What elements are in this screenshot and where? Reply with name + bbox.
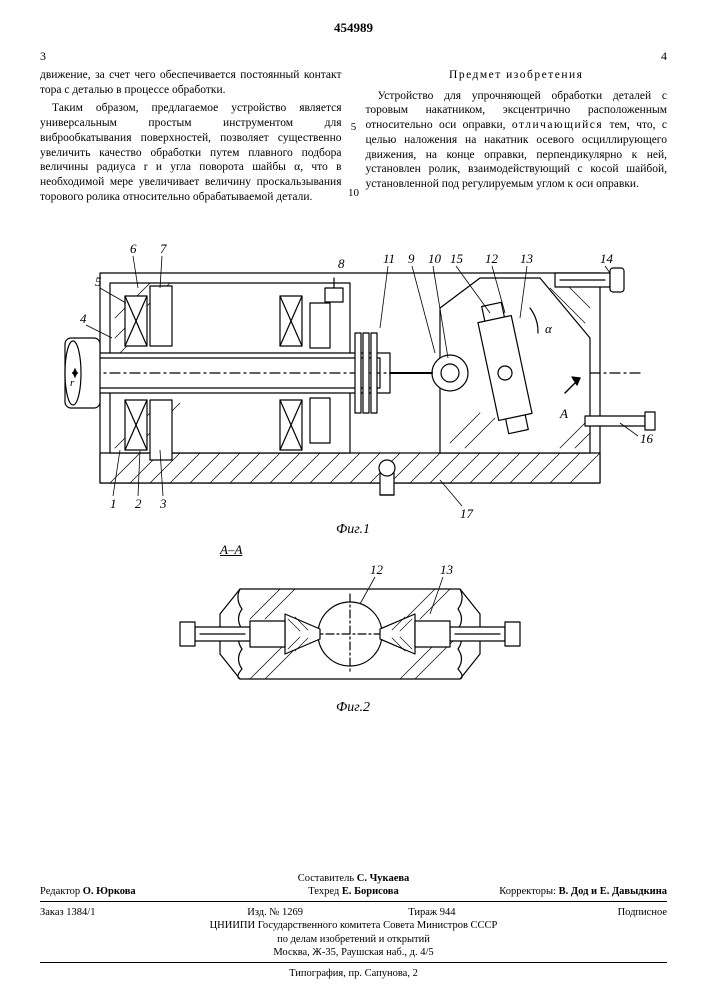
figure-1: 6 7 5 4 1 2 3 8 11 9: [40, 218, 667, 538]
callout-17: 17: [460, 506, 474, 521]
callout-6: 6: [130, 241, 137, 256]
callout-8: 8: [338, 256, 345, 271]
callout-16: 16: [640, 431, 654, 446]
subscription: Подписное: [510, 906, 667, 919]
callout-7: 7: [160, 241, 167, 256]
column-left: движение, за счет чего обеспечивается по…: [40, 68, 342, 204]
callout-15: 15: [450, 251, 464, 266]
techred-name: Е. Борисова: [342, 886, 399, 897]
right-paragraph-1: Устройство для упрочняющей обработки дет…: [366, 89, 668, 192]
techred-label: Техред: [308, 886, 339, 897]
callout-3: 3: [159, 496, 167, 511]
col-left-num: 3: [40, 49, 46, 64]
line-marker-10: 10: [342, 186, 366, 200]
compiler-label: Составитель: [298, 873, 354, 884]
footer: Составитель С. Чукаева Редактор О. Юрков…: [40, 872, 667, 980]
column-right: Предмет изобретения Устройство для упроч…: [366, 68, 668, 204]
fig1-caption: Фиг.1: [336, 522, 370, 537]
patent-number: 454989: [40, 20, 667, 37]
callout-4: 4: [80, 311, 87, 326]
callout-14: 14: [600, 251, 614, 266]
radius-r: r: [70, 377, 75, 389]
editor-name: О. Юркова: [83, 886, 136, 897]
subject-title: Предмет изобретения: [366, 68, 668, 83]
left-paragraph-1: движение, за счет чего обеспечивается по…: [40, 68, 342, 97]
org-line-2: по делам изобретений и открытий: [40, 933, 667, 946]
line-marker-5: 5: [342, 120, 366, 134]
edition-num: Изд. № 1269: [197, 906, 354, 919]
fig2-callout-12: 12: [370, 562, 384, 577]
callout-A: A: [559, 406, 568, 421]
angle-alpha: α: [545, 321, 553, 336]
callout-11: 11: [383, 251, 395, 266]
tirazh: Тираж 944: [354, 906, 511, 919]
order-num: Заказ 1384/1: [40, 906, 197, 919]
callout-9: 9: [408, 251, 415, 266]
compiler-name: С. Чукаева: [357, 873, 410, 884]
callout-12: 12: [485, 251, 499, 266]
org-line-3: Москва, Ж-35, Раушская наб., д. 4/5: [40, 946, 667, 959]
corrector-names: В. Дод и Е. Давыдкина: [559, 886, 667, 897]
fig2-callout-13: 13: [440, 562, 454, 577]
column-numbers: 3 4: [40, 49, 667, 64]
callout-13: 13: [520, 251, 534, 266]
callout-2: 2: [135, 496, 142, 511]
left-paragraph-2: Таким образом, предлагаемое устройство я…: [40, 101, 342, 204]
figure-2: A–A: [40, 542, 667, 719]
org-line-1: ЦНИИПИ Государственного комитета Совета …: [40, 919, 667, 932]
callout-10: 10: [428, 251, 442, 266]
section-label: A–A: [220, 542, 667, 559]
figure-2-svg: 12 13 Фиг.2: [40, 559, 667, 719]
corrector-label: Корректоры:: [499, 886, 556, 897]
callout-1: 1: [110, 496, 117, 511]
col-right-num: 4: [661, 49, 667, 64]
figure-1-svg: 6 7 5 4 1 2 3 8 11 9: [40, 218, 667, 538]
editor-label: Редактор: [40, 886, 80, 897]
callout-5: 5: [95, 274, 102, 289]
typography: Типография, пр. Сапунова, 2: [40, 967, 667, 980]
fig2-caption: Фиг.2: [336, 700, 370, 715]
